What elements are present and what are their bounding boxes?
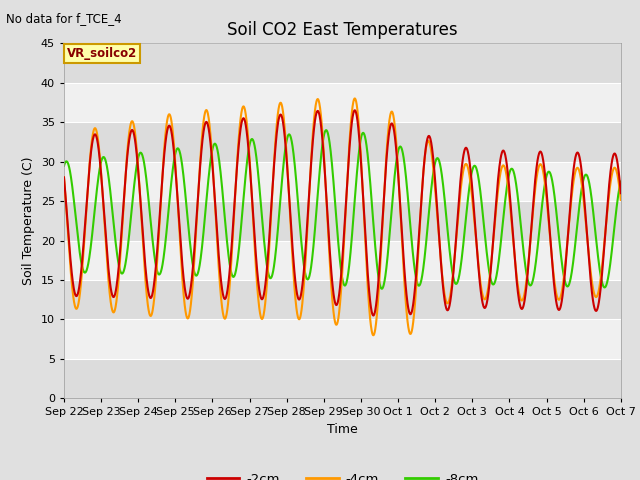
-2cm (60, 175, 68, 180)
-8cm (584, 174, 591, 180)
-4cm (568, 190, 576, 196)
-8cm (568, 267, 576, 273)
-8cm (371, 238, 379, 244)
-2cm (505, 178, 513, 184)
-4cm (617, 197, 625, 203)
-2cm (617, 190, 625, 196)
-2cm (359, 186, 367, 192)
-8cm (216, 158, 223, 164)
-2cm (369, 312, 377, 318)
Bar (64, 83, 621, 122)
-4cm (60, 175, 68, 180)
Y-axis label: Soil Temperature (C): Soil Temperature (C) (22, 156, 35, 285)
-2cm (584, 239, 591, 245)
Bar (64, 320, 621, 359)
Legend: -2cm, -4cm, -8cm: -2cm, -4cm, -8cm (201, 468, 484, 480)
Line: -4cm: -4cm (64, 98, 621, 335)
-4cm (505, 188, 513, 194)
-4cm (371, 328, 379, 334)
-4cm (369, 332, 377, 338)
-8cm (322, 127, 330, 133)
-8cm (378, 286, 385, 292)
Bar (64, 280, 621, 320)
Bar (64, 359, 621, 398)
Line: -2cm: -2cm (64, 110, 621, 315)
-8cm (617, 179, 625, 184)
Text: No data for f_TCE_4: No data for f_TCE_4 (6, 12, 122, 25)
Line: -8cm: -8cm (64, 130, 621, 289)
Title: Soil CO2 East Temperatures: Soil CO2 East Temperatures (227, 21, 458, 39)
-2cm (351, 108, 358, 113)
-8cm (60, 163, 68, 168)
-4cm (216, 272, 223, 278)
Text: VR_soilco2: VR_soilco2 (67, 47, 137, 60)
-4cm (584, 238, 591, 244)
X-axis label: Time: Time (327, 423, 358, 436)
Bar (64, 201, 621, 240)
-2cm (216, 259, 223, 264)
-4cm (359, 186, 367, 192)
-2cm (568, 180, 576, 186)
-8cm (505, 174, 513, 180)
-2cm (371, 309, 379, 314)
Bar (64, 43, 621, 83)
-8cm (359, 130, 367, 136)
-4cm (351, 96, 358, 101)
Bar (64, 122, 621, 162)
Bar (64, 162, 621, 201)
Bar (64, 240, 621, 280)
